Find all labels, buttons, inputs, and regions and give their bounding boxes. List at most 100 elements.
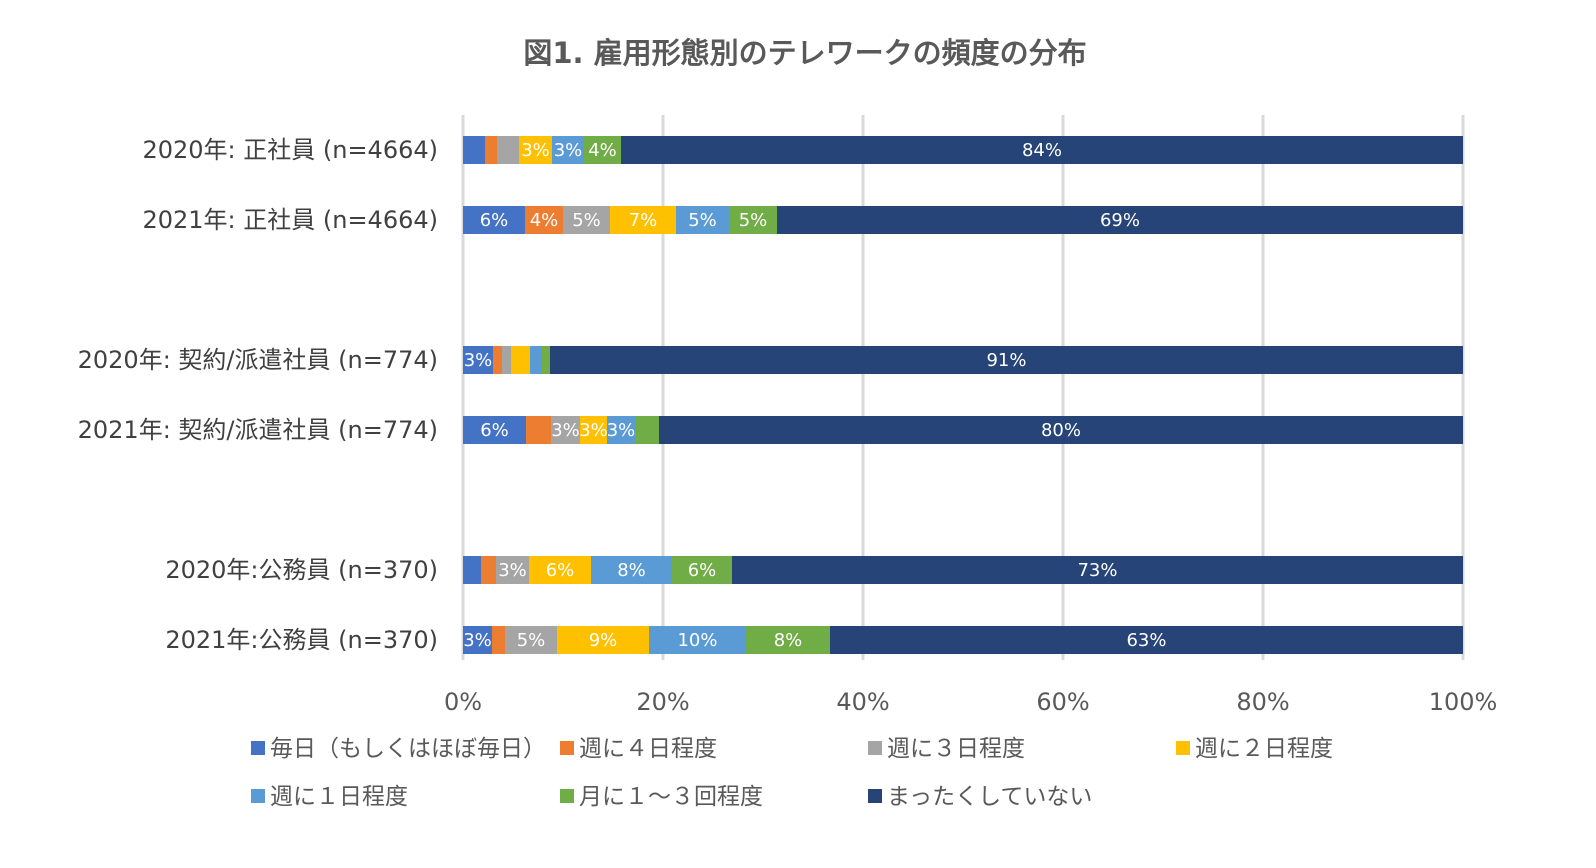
category-label: 2020年: 正社員 (n=4664) <box>142 136 438 164</box>
bar-segment <box>635 416 659 444</box>
data-label: 3% <box>554 140 583 161</box>
data-label: 10% <box>677 630 717 651</box>
data-label: 3% <box>607 420 636 441</box>
data-label: 91% <box>986 350 1026 371</box>
bar-segment <box>502 346 511 374</box>
bar-segment <box>557 626 649 654</box>
legend-label: 週に４日程度 <box>579 736 717 762</box>
data-label: 4% <box>530 210 559 231</box>
legend-label: まったくしていない <box>887 784 1092 810</box>
legend-label: 月に１～３回程度 <box>579 784 763 810</box>
bar-segment <box>672 556 732 584</box>
legend-item: 週に１日程度 <box>251 784 408 810</box>
data-label: 63% <box>1126 630 1166 651</box>
bar-segment <box>530 346 541 374</box>
bar-segment <box>551 416 580 444</box>
bar-segment <box>746 626 830 654</box>
data-label: 84% <box>1022 140 1062 161</box>
bar-segment <box>505 626 557 654</box>
data-label: 8% <box>774 630 803 651</box>
category-label: 2021年: 契約/派遣社員 (n=774) <box>78 416 438 444</box>
bar-segment <box>463 206 525 234</box>
data-label: 3% <box>579 420 608 441</box>
data-label: 6% <box>546 560 575 581</box>
category-label: 2021年: 正社員 (n=4664) <box>142 206 438 234</box>
bar-segment <box>591 556 672 584</box>
legend-swatch <box>1176 741 1190 755</box>
category-label: 2020年:公務員 (n=370) <box>165 556 438 584</box>
bar-segment <box>511 346 530 374</box>
bar-segment <box>541 346 550 374</box>
x-axis-tick-labels: 0% 20% 40% 60% 80% 100% <box>444 688 1497 716</box>
bar-segment <box>584 136 621 164</box>
x-tick-label: 20% <box>636 688 689 716</box>
bar-segment <box>529 556 591 584</box>
bar-segment <box>659 416 1463 444</box>
data-label: 3% <box>498 560 527 581</box>
bar-segment <box>463 626 492 654</box>
chart-title: 図1. 雇用形態別のテレワークの頻度の分布 <box>523 36 1086 70</box>
bar-segment <box>485 136 497 164</box>
x-tick-label: 100% <box>1429 688 1498 716</box>
legend-item: 週に３日程度 <box>868 736 1025 762</box>
data-label: 5% <box>739 210 768 231</box>
x-tick-label: 80% <box>1236 688 1289 716</box>
category-label: 2021年:公務員 (n=370) <box>165 626 438 654</box>
bar-segment <box>526 416 551 444</box>
data-label: 4% <box>588 140 617 161</box>
data-label: 73% <box>1077 560 1117 581</box>
data-label: 6% <box>688 560 717 581</box>
legend-swatch <box>868 789 882 803</box>
bar-segment <box>550 346 1463 374</box>
bar-segment <box>463 346 493 374</box>
legend-label: 週に３日程度 <box>887 736 1025 762</box>
bar-segment <box>492 626 505 654</box>
legend-swatch <box>251 741 265 755</box>
legend-label: 毎日（もしくはほぼ毎日） <box>270 736 546 762</box>
data-label: 7% <box>629 210 658 231</box>
legend-item: 週に２日程度 <box>1176 736 1333 762</box>
legend-swatch <box>560 789 574 803</box>
bar-segment <box>607 416 635 444</box>
data-label: 3% <box>521 140 550 161</box>
bar-segment <box>732 556 1463 584</box>
bar-segment <box>552 136 584 164</box>
data-label: 5% <box>517 630 546 651</box>
legend-swatch <box>560 741 574 755</box>
x-tick-label: 40% <box>836 688 889 716</box>
bar-segment <box>580 416 607 444</box>
bar-segment <box>525 206 563 234</box>
data-label: 3% <box>463 630 492 651</box>
legend-label: 週に１日程度 <box>270 784 408 810</box>
bar-segment <box>676 206 729 234</box>
bar-segment <box>497 136 519 164</box>
bar-segment <box>463 416 526 444</box>
bar-segment <box>496 556 529 584</box>
bar-segment <box>621 136 1463 164</box>
bars: 3% 3% 4% 84%6% 4% 5% 7% 5% 5% 69%3% 91%6% 3% 3%3% 80%… <box>463 136 1463 654</box>
data-label: 3% <box>551 420 580 441</box>
bar-segment <box>649 626 746 654</box>
data-label: 5% <box>572 210 601 231</box>
data-label: 3% <box>464 350 493 371</box>
data-label: 6% <box>480 210 509 231</box>
legend-item: 毎日（もしくはほぼ毎日） <box>251 736 546 762</box>
data-label: 9% <box>589 630 618 651</box>
bar-segment <box>777 206 1463 234</box>
bar-segment <box>493 346 502 374</box>
bar-segment <box>463 556 481 584</box>
bar-segment <box>481 556 496 584</box>
legend-swatch <box>251 789 265 803</box>
legend-label: 週に２日程度 <box>1195 736 1333 762</box>
bar-segment <box>519 136 552 164</box>
legend-item: 月に１～３回程度 <box>560 784 763 810</box>
bar-segment <box>563 206 610 234</box>
data-label: 80% <box>1041 420 1081 441</box>
legend-item: 週に４日程度 <box>560 736 717 762</box>
bar-segment <box>610 206 676 234</box>
category-label: 2020年: 契約/派遣社員 (n=774) <box>78 346 438 374</box>
data-label: 5% <box>688 210 717 231</box>
